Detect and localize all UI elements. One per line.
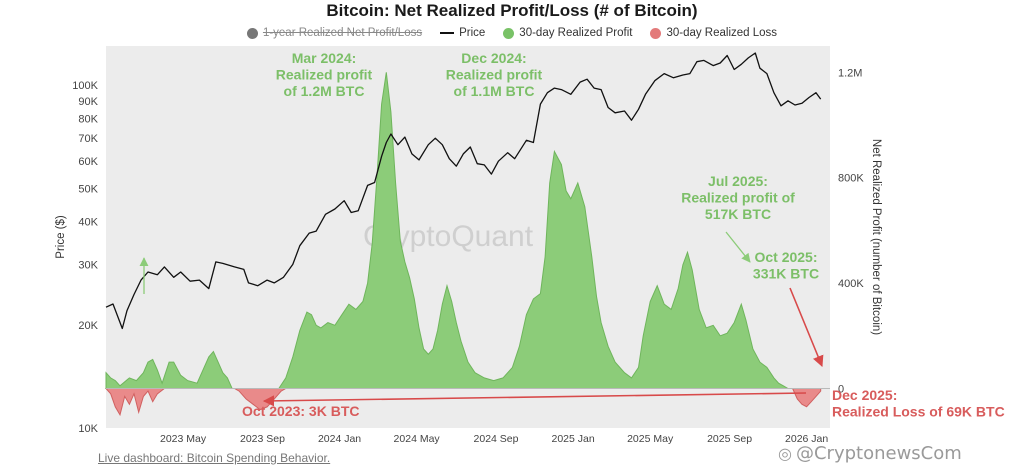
y-left-tick-label: 60K — [78, 156, 98, 168]
annotation-line: 517K BTC — [705, 206, 771, 222]
y-left-tick-label: 80K — [78, 113, 98, 125]
x-tick-label: 2025 Sep — [707, 433, 752, 445]
annotation-dec-2024: Dec 2024: Realized profit of 1.1M BTC — [446, 50, 543, 99]
source-watermark-text: @CryptonewsCom — [795, 443, 962, 464]
x-axis-ticks: 2023 May 2023 Sep 2024 Jan 2024 May 2024 Sep… — [160, 433, 828, 445]
y-right-tick-label: 0 — [838, 383, 844, 395]
annotation-oct-2023: Oct 2023: 3K BTC — [242, 403, 359, 419]
y-left-axis-label: Price ($) — [55, 215, 67, 259]
annotation-dec-2025: Dec 2025: Realized Loss of 69K BTC — [832, 387, 1005, 420]
arrow-dec-2025 — [789, 287, 824, 368]
y-left-tick-label: 10K — [78, 423, 98, 435]
x-tick-label: 2024 May — [394, 433, 441, 445]
arrow-loss-comparison — [262, 392, 807, 407]
annotation-arrows — [139, 231, 824, 407]
y-left-tick-label: 40K — [78, 217, 98, 229]
y-right-tick-label: 1.2M — [838, 67, 862, 79]
chart-title: Bitcoin: Net Realized Profit/Loss (# of … — [326, 1, 698, 20]
series-area-realized-loss — [104, 388, 822, 417]
arrow-oct-2025 — [725, 231, 751, 263]
y-left-tick-label: 100K — [72, 80, 98, 92]
legend-dot-icon — [503, 27, 515, 39]
profit-area-group — [105, 72, 821, 389]
source-logo-icon: ◎ — [778, 444, 792, 463]
legend-label: 30-day Realized Loss — [666, 27, 778, 39]
legend-label: 1-year Realized Net Profit/Loss — [262, 27, 423, 39]
y-left-tick-label: 30K — [78, 259, 98, 271]
annotation-line: 331K BTC — [753, 266, 819, 282]
dashboard-link[interactable]: Live dashboard: Bitcoin Spending Behavio… — [98, 451, 331, 465]
legend-line-icon — [440, 32, 455, 34]
x-tick-label: 2024 Sep — [474, 433, 519, 445]
y-left-tick-label: 50K — [78, 183, 98, 195]
legend-dot-icon — [650, 27, 662, 39]
y-right-axis-ticks: 0 400K 800K 1.2M — [838, 67, 864, 395]
annotation-line: Realized profit of — [681, 190, 795, 206]
annotation-line: Realized Loss of 69K BTC — [832, 404, 1005, 420]
annotation-line: Realized profit — [446, 67, 543, 83]
annotation-mar-2024: Mar 2024: Realized profit of 1.2M BTC — [276, 50, 373, 99]
y-right-tick-label: 400K — [838, 278, 864, 290]
legend-item-price[interactable]: Price — [440, 27, 485, 39]
annotation-oct-2025: Oct 2025: 331K BTC — [753, 249, 819, 282]
annotation-line: Dec 2024: — [461, 50, 526, 66]
annotation-line: of 1.2M BTC — [284, 83, 365, 99]
loss-area-group — [104, 388, 822, 417]
legend-item-realized-loss[interactable]: 30-day Realized Loss — [650, 27, 777, 39]
annotation-line: Realized profit — [276, 67, 373, 83]
legend-dot-icon — [246, 27, 258, 39]
y-left-tick-label: 70K — [78, 133, 98, 145]
annotation-jul-2025: Jul 2025: Realized profit of 517K BTC — [681, 173, 795, 222]
annotation-line: Oct 2025: — [754, 249, 817, 265]
annotation-line: Mar 2024: — [292, 50, 357, 66]
annotation-line: Jul 2025: — [708, 173, 768, 189]
x-tick-label: 2023 May — [160, 433, 207, 445]
annotation-line: Dec 2025: — [832, 387, 897, 403]
y-left-tick-label: 20K — [78, 320, 98, 332]
source-watermark: ◎ @CryptonewsCom — [778, 443, 962, 464]
series-line-price — [105, 52, 822, 330]
legend-item-realized-profit[interactable]: 30-day Realized Profit — [503, 27, 632, 39]
price-line-group — [105, 52, 822, 330]
x-tick-label: 2025 May — [627, 433, 674, 445]
annotation-line: Oct 2023: 3K BTC — [242, 403, 359, 419]
legend: 1-year Realized Net Profit/Loss Price 30… — [0, 24, 1024, 42]
series-area-realized-profit — [105, 72, 821, 389]
x-tick-label: 2025 Jan — [551, 433, 594, 445]
legend-label: Price — [459, 27, 486, 39]
annotation-line: of 1.1M BTC — [454, 83, 535, 99]
y-right-axis-label: Net Realized Profit (number of Bitcoin) — [870, 139, 882, 335]
x-tick-label: 2026 Jan — [785, 433, 828, 445]
x-tick-label: 2024 Jan — [318, 433, 361, 445]
x-tick-label: 2023 Sep — [240, 433, 285, 445]
legend-label: 30-day Realized Profit — [519, 27, 633, 39]
y-left-axis-ticks: 10K 20K 30K 40K 50K 60K 70K 80K 90K 100K — [72, 80, 98, 435]
y-right-tick-label: 800K — [838, 173, 864, 185]
legend-item-net-profit-loss[interactable]: 1-year Realized Net Profit/Loss — [246, 27, 423, 39]
y-left-tick-label: 90K — [78, 96, 98, 108]
